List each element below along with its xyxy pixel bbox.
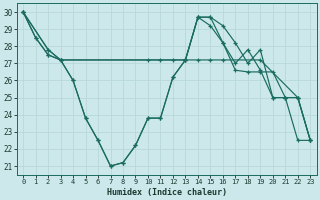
X-axis label: Humidex (Indice chaleur): Humidex (Indice chaleur) <box>107 188 227 197</box>
